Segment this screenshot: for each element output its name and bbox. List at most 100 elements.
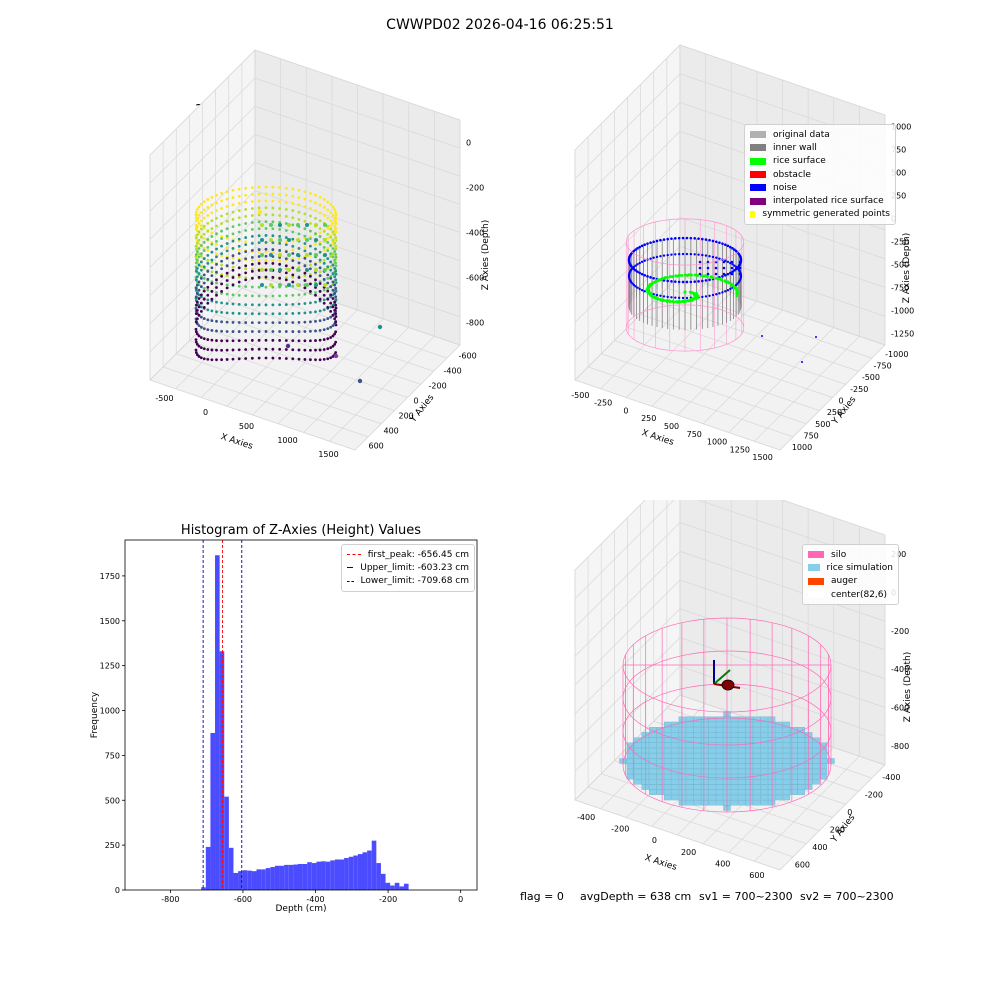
rice-cell bbox=[715, 779, 724, 785]
data-point bbox=[244, 240, 248, 244]
data-point bbox=[269, 253, 273, 257]
data-point bbox=[271, 192, 275, 196]
data-point bbox=[250, 200, 254, 203]
data-point bbox=[333, 233, 337, 237]
rice-cell bbox=[678, 800, 687, 806]
data-point bbox=[264, 294, 268, 298]
data-point bbox=[284, 215, 288, 218]
data-point bbox=[220, 320, 223, 324]
grid-line bbox=[354, 344, 461, 451]
rice-cell bbox=[782, 727, 791, 733]
z-tick-label: -600 bbox=[891, 704, 909, 713]
data-point bbox=[244, 312, 248, 316]
data-point bbox=[271, 259, 275, 262]
data-point bbox=[202, 317, 206, 320]
data-point bbox=[296, 223, 300, 227]
rice-cell bbox=[693, 763, 701, 769]
data-point bbox=[202, 327, 206, 331]
data-point bbox=[199, 336, 203, 339]
data-point bbox=[377, 324, 383, 330]
data-point bbox=[334, 213, 338, 217]
rice-cell bbox=[686, 768, 694, 775]
y-tick-label: 400 bbox=[812, 843, 827, 852]
y-tick-label: -600 bbox=[459, 352, 477, 361]
rice-cell bbox=[812, 758, 820, 764]
rice-cell bbox=[819, 758, 828, 764]
data-point bbox=[215, 263, 218, 266]
data-point bbox=[331, 305, 335, 309]
rice-cell bbox=[678, 721, 687, 728]
rice-cell bbox=[797, 789, 805, 795]
data-point bbox=[291, 244, 295, 248]
data-point bbox=[264, 250, 268, 254]
rice-cell bbox=[701, 779, 709, 785]
data-point bbox=[264, 240, 268, 244]
data-point bbox=[322, 261, 326, 265]
noise-point bbox=[677, 236, 681, 240]
rice-cell bbox=[738, 747, 746, 754]
data-point bbox=[331, 313, 335, 317]
rice-cell bbox=[701, 800, 709, 806]
rice-cell bbox=[753, 732, 761, 738]
noise-point bbox=[715, 256, 718, 259]
data-point bbox=[278, 330, 282, 333]
rice-cell bbox=[812, 753, 820, 759]
data-point bbox=[197, 297, 201, 300]
x-tick-label: -400 bbox=[306, 895, 324, 904]
data-point bbox=[284, 348, 288, 351]
rice-cell bbox=[730, 742, 739, 748]
data-point bbox=[220, 329, 223, 333]
noise-point bbox=[677, 280, 681, 284]
data-point bbox=[194, 338, 198, 342]
data-point bbox=[284, 229, 288, 232]
y-tick-label: 400 bbox=[384, 427, 399, 436]
data-point bbox=[199, 325, 203, 329]
rice-cell bbox=[730, 721, 739, 728]
data-point bbox=[231, 357, 235, 361]
rice-cell bbox=[730, 789, 739, 795]
rice-surface-point bbox=[649, 283, 653, 287]
data-point bbox=[326, 337, 330, 341]
data-point bbox=[197, 280, 201, 284]
x-tick-label: 1000 bbox=[707, 438, 727, 447]
rice-cell bbox=[715, 721, 724, 728]
data-point bbox=[287, 253, 291, 257]
histogram-bar bbox=[367, 850, 372, 890]
rice-cell bbox=[775, 784, 783, 790]
data-point bbox=[231, 188, 235, 192]
rice-surface-point bbox=[702, 274, 706, 278]
data-point bbox=[225, 330, 229, 333]
data-point bbox=[206, 269, 210, 273]
data-point bbox=[225, 311, 229, 315]
rice-cell bbox=[663, 774, 672, 780]
rice-cell bbox=[678, 727, 687, 733]
data-point bbox=[257, 220, 261, 224]
rice-surface-point bbox=[676, 274, 680, 278]
data-point bbox=[225, 271, 229, 275]
rice-cell bbox=[738, 737, 746, 743]
data-point bbox=[206, 285, 210, 289]
data-point bbox=[309, 274, 312, 278]
data-point bbox=[197, 255, 201, 259]
data-point bbox=[278, 347, 282, 351]
panel3-title: Histogram of Z-Axies (Height) Values bbox=[180, 523, 422, 538]
grid-line bbox=[254, 162, 461, 233]
rice-cell bbox=[738, 789, 746, 795]
data-point bbox=[322, 214, 326, 217]
data-point bbox=[199, 254, 203, 258]
data-point bbox=[318, 235, 322, 238]
data-point bbox=[215, 339, 218, 342]
data-point bbox=[318, 280, 322, 283]
rice-cell bbox=[686, 727, 694, 733]
rice-cell bbox=[678, 794, 687, 801]
rice-cell bbox=[797, 768, 805, 775]
data-point bbox=[202, 281, 206, 285]
data-point bbox=[271, 275, 275, 279]
histogram-bar bbox=[284, 864, 289, 890]
noise-point bbox=[640, 288, 644, 292]
rice-cell bbox=[812, 768, 820, 775]
status-flag: flag = 0 bbox=[520, 890, 564, 903]
rice-cell bbox=[767, 779, 776, 785]
rice-cell bbox=[745, 758, 753, 764]
data-point bbox=[287, 268, 291, 272]
